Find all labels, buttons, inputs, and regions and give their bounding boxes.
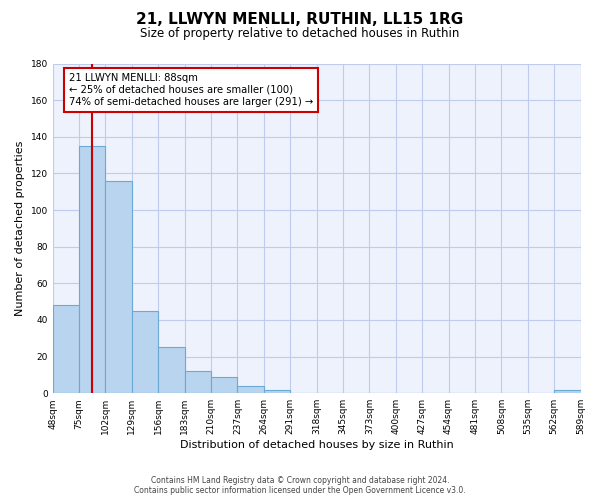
Text: 21, LLWYN MENLLI, RUTHIN, LL15 1RG: 21, LLWYN MENLLI, RUTHIN, LL15 1RG (136, 12, 464, 28)
X-axis label: Distribution of detached houses by size in Ruthin: Distribution of detached houses by size … (180, 440, 454, 450)
Bar (132, 311, 158, 393)
Bar (211, 376, 238, 393)
Text: Size of property relative to detached houses in Ruthin: Size of property relative to detached ho… (140, 28, 460, 40)
Bar (554, 390, 581, 393)
Bar (185, 371, 211, 393)
Y-axis label: Number of detached properties: Number of detached properties (15, 140, 25, 316)
Bar (238, 386, 264, 393)
Bar (264, 390, 290, 393)
Text: Contains HM Land Registry data © Crown copyright and database right 2024.
Contai: Contains HM Land Registry data © Crown c… (134, 476, 466, 495)
Bar (79, 146, 106, 393)
Bar (106, 180, 132, 393)
Text: 21 LLWYN MENLLI: 88sqm
← 25% of detached houses are smaller (100)
74% of semi-de: 21 LLWYN MENLLI: 88sqm ← 25% of detached… (68, 74, 313, 106)
Bar (158, 348, 185, 393)
Bar (53, 306, 79, 393)
